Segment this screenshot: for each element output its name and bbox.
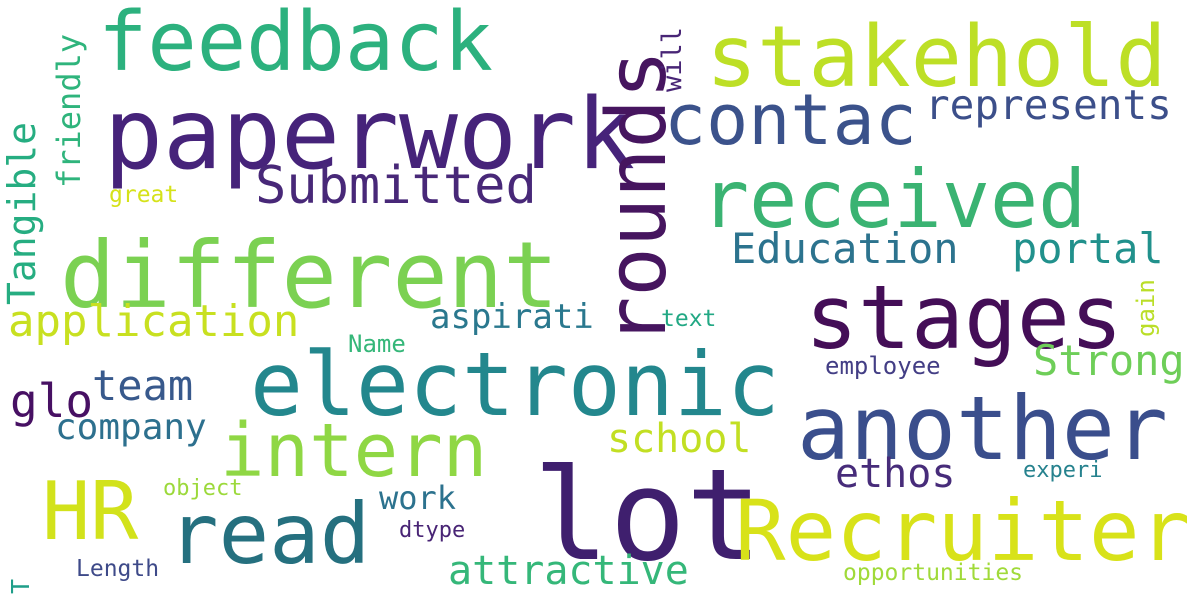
word-recruiter: Recruiter [735, 482, 1191, 580]
word-dtype: dtype [399, 518, 466, 543]
word-gain: gain [1132, 279, 1160, 337]
word-object: object [163, 476, 243, 501]
word-opportunities: opportunities [843, 560, 1024, 586]
word-electronic: electronic [250, 333, 780, 436]
word-tangible: Tangible [0, 121, 44, 305]
word-experi: experi [1023, 458, 1103, 483]
word-attractive: attractive [448, 548, 689, 594]
word-length: Length [76, 556, 160, 582]
word-different: different [60, 222, 559, 329]
word-stages: stages [805, 266, 1123, 369]
word-hr: HR [42, 465, 139, 558]
word-portal: portal [1012, 224, 1164, 273]
word-intern: intern [220, 408, 488, 494]
word-will: will [657, 26, 688, 92]
word-paperwork: paperwork [104, 78, 636, 192]
word-read: read [168, 485, 371, 583]
word-employee: employee [825, 352, 941, 380]
word-great: great [109, 182, 179, 208]
word-contac: contac [664, 79, 917, 161]
word-stakehold: stakehold [706, 8, 1167, 107]
word-work: work [379, 479, 457, 517]
word-friendly: friendly [50, 33, 88, 188]
word-glo: glo [10, 374, 94, 428]
word-received: received [701, 153, 1087, 246]
word-company: company [55, 407, 207, 448]
word-ethos: ethos [835, 451, 956, 497]
word-feedback: feedback [98, 0, 493, 90]
word-t: T [6, 578, 35, 594]
word-submitted: Submitted [255, 156, 537, 216]
word-education: Education [731, 224, 959, 273]
word-strong: Strong [1033, 336, 1185, 385]
word-application: application [8, 296, 300, 347]
word-another: another [797, 377, 1168, 480]
word-aspirati: aspirati [430, 297, 594, 337]
word-name: Name [348, 330, 406, 358]
word-team: team [92, 361, 194, 410]
word-lot: lot [533, 441, 763, 589]
word-represents: represents [925, 81, 1172, 129]
word-school: school [607, 416, 752, 462]
word-text: text [661, 306, 717, 332]
